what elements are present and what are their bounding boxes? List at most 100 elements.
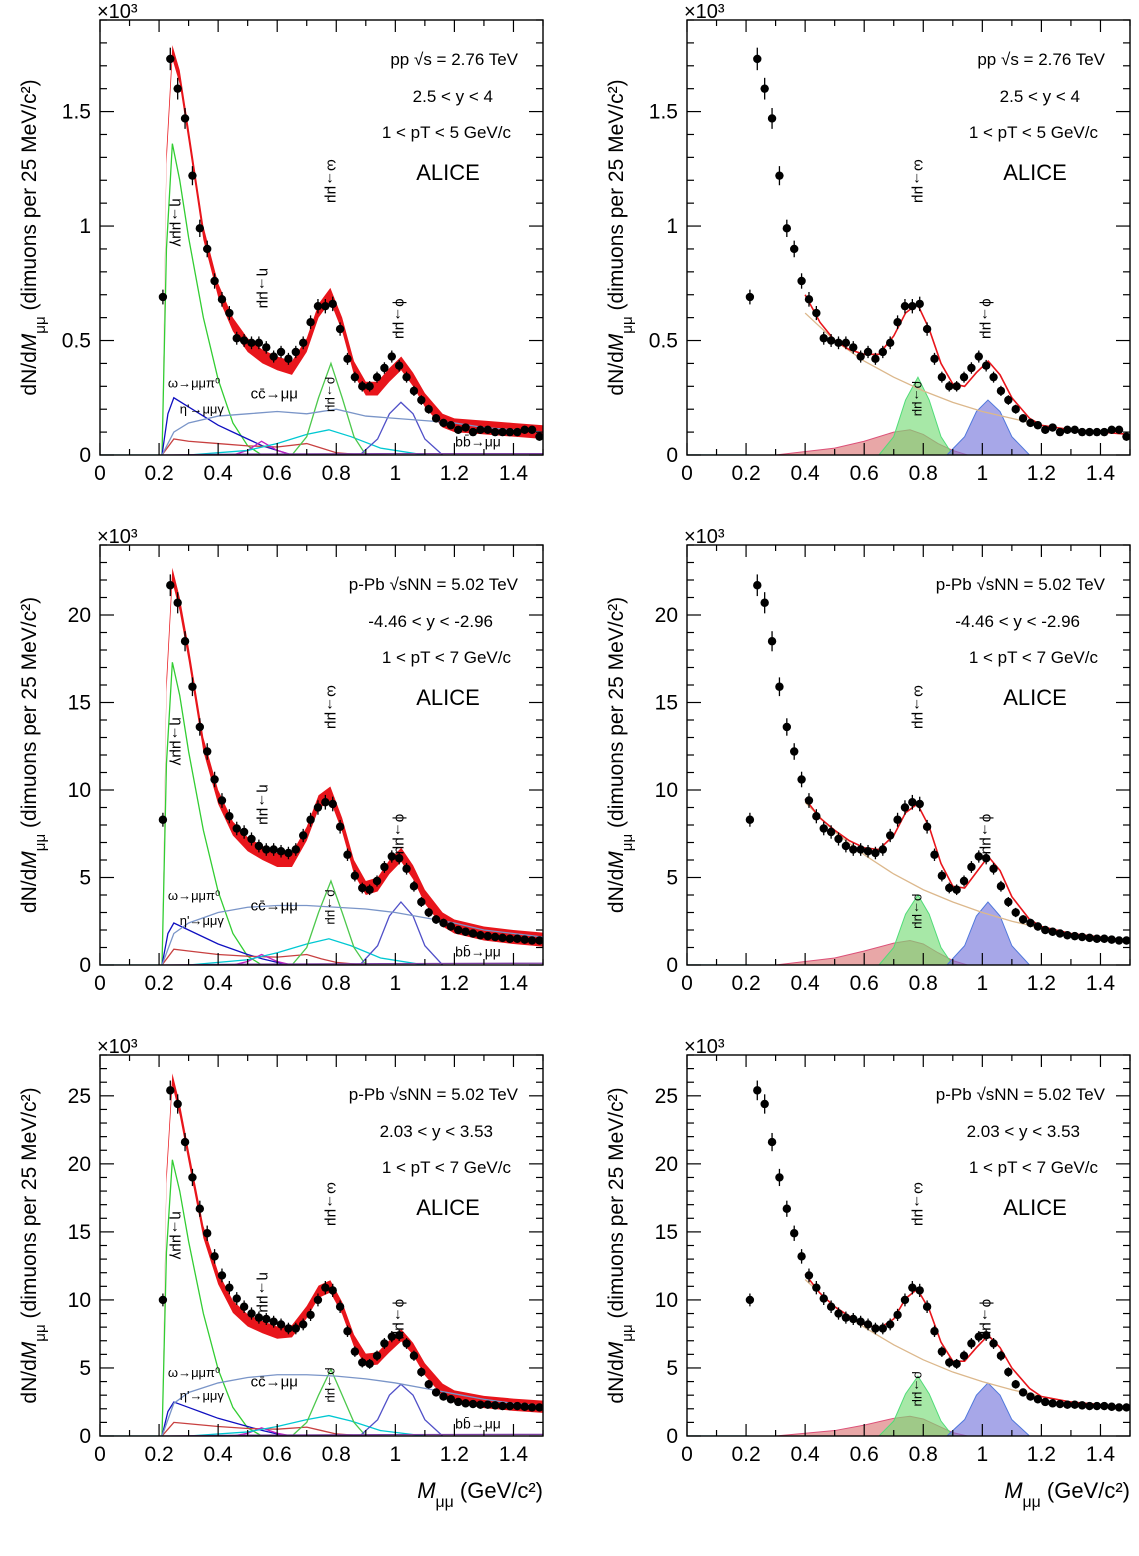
label-phi: ϕ→μμ [391,1299,408,1340]
data-point [1018,915,1028,924]
data-point [1085,427,1094,437]
data-point [439,1392,448,1401]
data-point [217,796,227,805]
data-point [1100,1401,1109,1411]
x-tick-label: 0.4 [791,462,821,485]
data-point [989,1339,998,1348]
data-point [439,918,448,928]
data-point [476,425,485,435]
data-point [454,425,463,435]
y-tick-label: 5 [666,1357,678,1380]
x-tick-label: 0 [94,972,106,995]
y-axis-title: dN/dMμμ (dimuons per 25 MeV/c²) [605,79,636,395]
data-point [1100,934,1109,943]
data-point [203,244,212,254]
data-point [849,845,858,854]
data-point [188,682,197,691]
data-point [335,1302,345,1311]
collision-system-label: pp √s = 2.76 TeV [390,50,518,69]
data-point [239,336,249,345]
y-tick-label: 20 [655,604,678,627]
x-axis-title: Mμμ (GeV/c²) [417,1478,543,1511]
data-point [394,1331,404,1340]
y-tick-label: 15 [68,1221,91,1244]
data-point [967,862,976,872]
data-point [974,1332,983,1341]
data-point [996,1351,1006,1360]
x-tick-label: 1 [976,972,988,995]
data-point [908,301,917,311]
label-omega: ω→μμ [910,1182,927,1226]
data-point [358,883,367,893]
data-point [775,1173,784,1182]
data-point [365,1359,374,1369]
data-point [819,824,828,833]
series-total [804,294,1130,436]
series-η→μμ [232,953,293,965]
data-point [834,834,843,844]
data-point [513,427,522,437]
total-systematic-band [162,1073,543,1436]
data-point [1077,1401,1087,1410]
data-point [306,1310,315,1320]
y-tick-label: 10 [68,779,91,802]
data-point [863,347,873,357]
x-tick-label: 1.2 [440,1443,469,1466]
data-point [775,171,784,180]
data-point [195,1204,205,1213]
data-point [1004,1367,1013,1377]
y-multiplier: ×10³ [97,1,138,23]
data-point [335,822,345,831]
data-point [1114,936,1124,945]
data-point [195,224,205,233]
data-point [483,931,492,941]
label-omega: ω→μμ [323,1182,340,1226]
data-point [1055,1399,1065,1409]
label-etaprime-dalitz: η'→μμγ [180,913,225,928]
data-point [158,815,168,824]
data-point [306,318,315,327]
x-tick-label: 0.8 [322,972,351,995]
data-point [1114,1403,1124,1412]
data-point [1055,427,1065,437]
x-tick-label: 0.4 [204,1443,234,1466]
x-tick-label: 1.4 [499,1443,529,1466]
series-total [804,798,1130,942]
data-point [417,1367,426,1377]
data-point [915,1286,924,1295]
y-tick-label: 10 [655,1289,678,1312]
data-point [313,301,323,311]
data-point [269,352,278,361]
y-tick-label: 15 [68,692,91,715]
data-point [885,338,895,348]
data-point [945,883,954,893]
data-point [782,722,792,732]
data-point [520,425,529,435]
pt-range-label: 1 < pT < 7 GeV/c [382,648,512,667]
data-point [239,1302,249,1311]
data-point [446,922,456,931]
data-point [328,1286,337,1295]
data-point [871,848,880,858]
x-tick-label: 1.2 [1027,972,1056,995]
x-axis-title: Mμμ (GeV/c²) [1004,1478,1130,1511]
data-point [343,850,352,859]
panel-top-right: 0 0.2 0.4 0.6 0.8 1 1.2 1.4 0 0.5 1 1.5 ×10³ dN/dMμμ … [605,1,1131,485]
data-point [505,427,515,437]
data-point [262,845,271,854]
data-point [1107,425,1116,435]
data-point [424,1380,433,1389]
data-point [417,395,426,405]
data-point [1018,414,1028,423]
data-point [812,308,821,318]
y-tick-label: 1 [666,215,678,238]
data-point [372,372,382,382]
data-point [1077,932,1087,942]
collision-system-label: p-Pb √sNN = 5.02 TeV [349,575,519,594]
data-point [1033,1395,1043,1404]
data-point [1041,425,1050,435]
data-point [298,338,308,348]
data-point [981,361,991,370]
series-ω→μμπ⁰ [161,396,293,455]
x-tick-label: 0.8 [322,1443,351,1466]
